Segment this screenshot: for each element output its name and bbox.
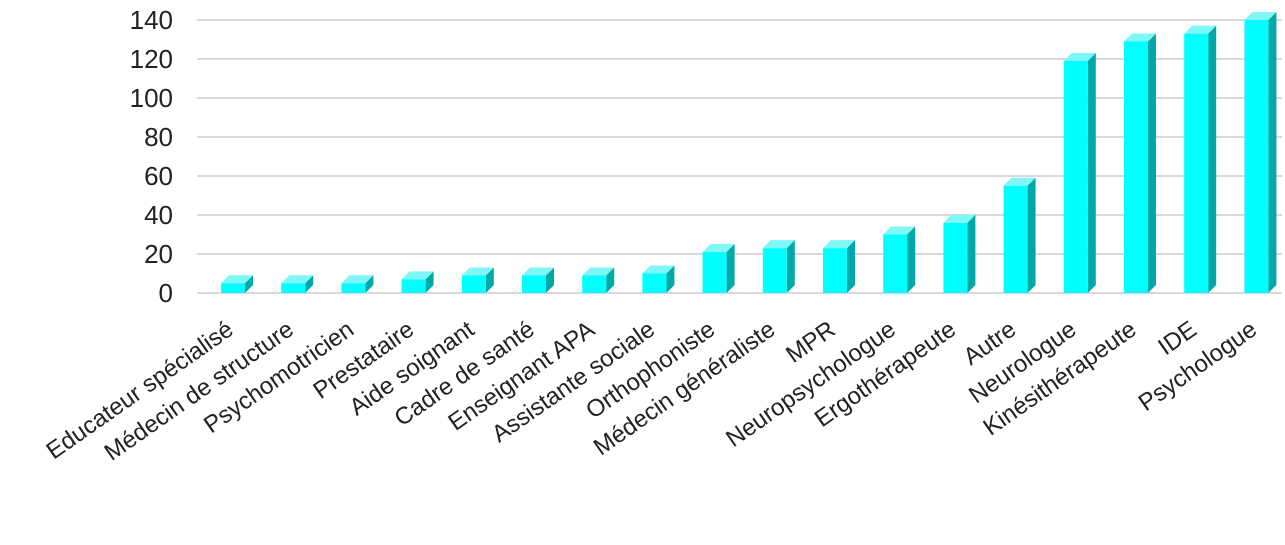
bar-side (425, 271, 434, 293)
y-tick-label: 140 (130, 5, 173, 35)
bar-side (786, 240, 795, 293)
bar (642, 265, 675, 293)
bar (1244, 12, 1277, 293)
bar-front (401, 279, 426, 293)
bars (221, 12, 1277, 294)
bar-front (522, 275, 546, 293)
bar (1184, 25, 1217, 294)
y-tick-label: 120 (130, 44, 173, 74)
bar-front (1124, 41, 1148, 294)
bar-side (1087, 52, 1096, 294)
bar (1003, 177, 1036, 293)
x-category-label: Psychologue (1134, 316, 1262, 417)
bar-side (967, 214, 976, 293)
bar-side (305, 275, 314, 293)
bar-top (221, 275, 253, 284)
bar (221, 275, 253, 293)
y-axis-tick-labels: 0 20 40 60 80 100 120 140 (130, 5, 173, 308)
bar-top (1003, 177, 1036, 186)
bar-side (1268, 12, 1277, 293)
bar-side (606, 267, 615, 293)
bar-top (642, 265, 675, 274)
bar-top (883, 226, 916, 235)
y-tick-label: 40 (144, 200, 173, 230)
bar-top (1063, 52, 1096, 61)
bar-front (1184, 33, 1209, 294)
bar (1124, 33, 1156, 294)
bar-top (1184, 25, 1217, 34)
bar-front (281, 283, 306, 293)
bar-side (245, 275, 253, 293)
bar-top (401, 271, 434, 280)
bar-front (702, 252, 727, 293)
bar-side (847, 240, 855, 293)
bar (943, 214, 976, 293)
bar-top (762, 240, 795, 249)
bar (823, 240, 855, 293)
bar (1063, 52, 1096, 294)
bar-front (943, 222, 968, 293)
bar-side (907, 226, 916, 293)
bar-front (762, 248, 787, 293)
bar (281, 275, 314, 293)
bar-side (1148, 33, 1156, 293)
bar (702, 244, 735, 293)
bar-front (823, 248, 847, 293)
bar-top (341, 275, 374, 284)
bar (522, 267, 554, 293)
y-tick-label: 0 (159, 278, 173, 308)
bar-front (341, 283, 366, 293)
bar-front (1003, 185, 1028, 293)
bar (883, 226, 916, 293)
bar (762, 240, 795, 293)
bar (341, 275, 374, 293)
bar-side (546, 267, 554, 293)
y-tick-label: 20 (144, 239, 173, 269)
bar-top (702, 244, 735, 253)
bar (461, 267, 494, 293)
bar-front (642, 273, 667, 293)
bar-top (943, 214, 976, 223)
bar-front (582, 275, 607, 293)
bar-front (1244, 20, 1269, 293)
bar-side (666, 265, 675, 293)
bar-front (1063, 60, 1088, 294)
bar (582, 267, 615, 293)
bar-side (726, 244, 735, 293)
bar-top (582, 267, 615, 276)
bar-side (1208, 25, 1217, 294)
bar-front (221, 283, 245, 293)
bar-side (485, 267, 494, 293)
bar-front (461, 275, 486, 293)
bar-top (522, 267, 554, 276)
bar-top (823, 240, 855, 249)
bar-top (1124, 33, 1156, 42)
gridlines (197, 19, 1282, 294)
y-tick-label: 100 (130, 83, 173, 113)
bar-top (281, 275, 314, 284)
bar-side (1027, 177, 1036, 293)
bar-front (883, 234, 908, 293)
y-tick-label: 60 (144, 161, 173, 191)
bar-side (365, 275, 374, 293)
y-tick-label: 80 (144, 122, 173, 152)
bar (401, 271, 434, 293)
bar-top (1244, 12, 1277, 20)
bar-top (461, 267, 494, 276)
